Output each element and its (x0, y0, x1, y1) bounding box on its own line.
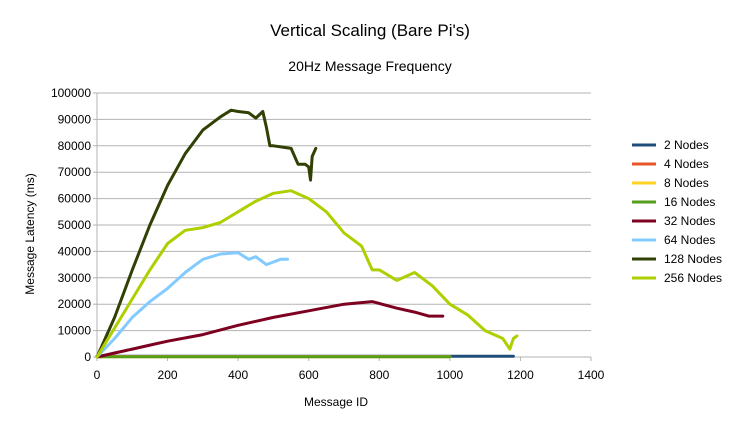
x-tick-label: 1400 (578, 368, 605, 382)
x-tick-label: 400 (228, 368, 248, 382)
legend-label-8-nodes: 8 Nodes (664, 176, 709, 190)
y-tick-label: 10000 (58, 324, 92, 338)
y-tick-label: 0 (84, 350, 91, 364)
chart-subtitle: 20Hz Message Frequency (288, 58, 451, 74)
legend-label-16-nodes: 16 Nodes (664, 195, 715, 209)
y-tick-label: 40000 (58, 244, 92, 258)
x-tick-label: 200 (158, 368, 178, 382)
series-lines (95, 108, 519, 359)
x-axis-label: Message ID (304, 395, 368, 409)
chart-title: Vertical Scaling (Bare Pi's) (270, 21, 470, 40)
x-tick-label: 1200 (507, 368, 534, 382)
y-tick-label: 50000 (58, 218, 92, 232)
legend-label-256-nodes: 256 Nodes (664, 271, 722, 285)
legend-label-32-nodes: 32 Nodes (664, 214, 715, 228)
x-tick-label: 1000 (437, 368, 464, 382)
series-line-256-nodes (95, 189, 519, 359)
y-tick-label: 80000 (58, 139, 92, 153)
legend-label-128-nodes: 128 Nodes (664, 252, 722, 266)
y-tick-label: 30000 (58, 271, 92, 285)
tick-labels: 0100002000030000400005000060000700008000… (51, 86, 605, 382)
legend-label-4-nodes: 4 Nodes (664, 157, 709, 171)
y-axis-label: Message Latency (ms) (23, 173, 37, 294)
y-tick-label: 100000 (51, 86, 91, 100)
x-tick-label: 600 (299, 368, 319, 382)
y-tick-label: 90000 (58, 112, 92, 126)
legend-label-64-nodes: 64 Nodes (664, 233, 715, 247)
series-line-32-nodes (95, 300, 445, 359)
series-line-128-nodes (95, 108, 318, 359)
y-tick-label: 60000 (58, 192, 92, 206)
y-tick-label: 20000 (58, 297, 92, 311)
series-line-64-nodes (95, 251, 289, 359)
x-tick-label: 800 (369, 368, 389, 382)
legend-label-2-nodes: 2 Nodes (664, 138, 709, 152)
legend: 2 Nodes 4 Nodes 8 Nodes 16 Nodes 32 Nodes 64 … (632, 138, 722, 285)
y-tick-label: 70000 (58, 165, 92, 179)
x-tick-label: 0 (94, 368, 101, 382)
